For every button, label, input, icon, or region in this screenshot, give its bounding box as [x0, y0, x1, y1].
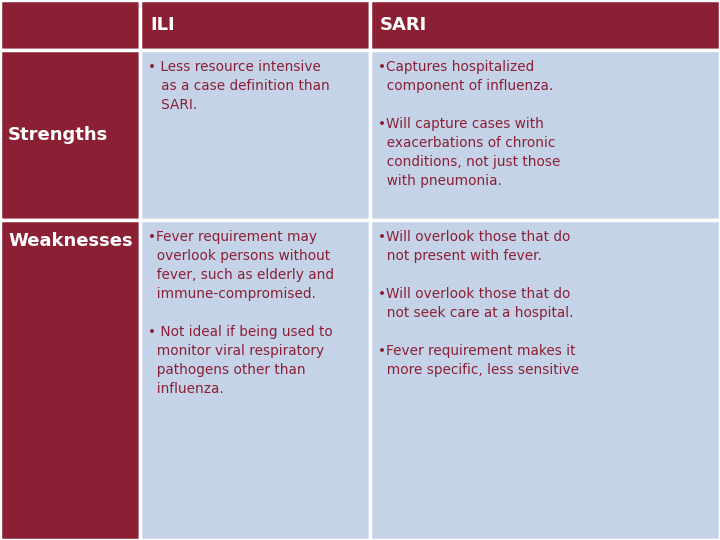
- Text: ILI: ILI: [150, 16, 175, 34]
- Text: Weaknesses: Weaknesses: [8, 232, 132, 250]
- Bar: [370, 50, 720, 220]
- Bar: [140, 0, 370, 50]
- Bar: [0, 0, 140, 50]
- Bar: [0, 220, 140, 540]
- Bar: [140, 50, 370, 220]
- Text: • Less resource intensive
   as a case definition than
   SARI.: • Less resource intensive as a case defi…: [148, 60, 330, 112]
- Bar: [370, 220, 720, 540]
- Text: •Will overlook those that do
  not present with fever.

•Will overlook those tha: •Will overlook those that do not present…: [378, 230, 579, 377]
- Bar: [370, 0, 720, 50]
- Text: SARI: SARI: [380, 16, 427, 34]
- Text: Strengths: Strengths: [8, 126, 108, 144]
- Bar: [140, 220, 370, 540]
- Text: •Captures hospitalized
  component of influenza.

•Will capture cases with
  exa: •Captures hospitalized component of infl…: [378, 60, 560, 188]
- Bar: [0, 50, 140, 220]
- Text: •Fever requirement may
  overlook persons without
  fever, such as elderly and
 : •Fever requirement may overlook persons …: [148, 230, 334, 396]
